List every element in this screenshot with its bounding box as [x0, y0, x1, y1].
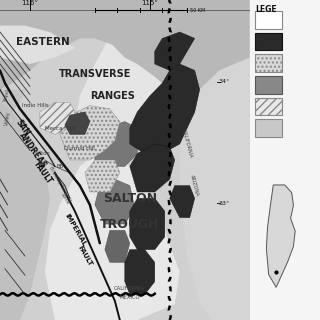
Text: ARIZONA: ARIZONA: [189, 174, 200, 197]
Polygon shape: [155, 32, 195, 70]
Bar: [255, 33, 282, 50]
Text: CALIFORNIA: CALIFORNIA: [181, 129, 193, 159]
Polygon shape: [95, 122, 137, 166]
Text: RANGES: RANGES: [90, 91, 135, 101]
Text: Sea: Sea: [37, 161, 47, 166]
Text: 115°: 115°: [141, 0, 158, 6]
Polygon shape: [60, 106, 120, 160]
Polygon shape: [0, 0, 250, 320]
Text: FAULT: FAULT: [76, 244, 93, 268]
Text: SALTON: SALTON: [103, 192, 157, 205]
Polygon shape: [95, 179, 135, 224]
Polygon shape: [130, 144, 175, 192]
Polygon shape: [125, 250, 155, 294]
Text: Zone: Zone: [60, 192, 70, 205]
Text: Brawley Seismic: Brawley Seismic: [48, 165, 72, 203]
Text: 116°: 116°: [21, 0, 38, 6]
Polygon shape: [180, 58, 250, 320]
Text: CALIFORNIA: CALIFORNIA: [114, 285, 145, 291]
Polygon shape: [130, 198, 165, 250]
Polygon shape: [0, 26, 75, 64]
Text: Valley: Valley: [4, 111, 11, 126]
Text: TROUGH: TROUGH: [100, 218, 160, 230]
Text: FAULT: FAULT: [31, 160, 53, 186]
Text: EASTERN: EASTERN: [16, 36, 69, 47]
Polygon shape: [266, 185, 295, 287]
Polygon shape: [85, 160, 120, 192]
Text: 33°: 33°: [219, 201, 229, 206]
Text: Durmid Hill: Durmid Hill: [65, 146, 95, 151]
Text: TRANSVERSE: TRANSVERSE: [59, 68, 131, 79]
Polygon shape: [65, 112, 90, 134]
Polygon shape: [0, 102, 50, 320]
Bar: [255, 119, 282, 137]
Text: 34°: 34°: [219, 79, 229, 84]
Polygon shape: [0, 90, 25, 112]
Text: 50 KM: 50 KM: [190, 8, 205, 13]
Text: LEGE: LEGE: [255, 5, 277, 14]
Polygon shape: [0, 0, 250, 96]
Text: Mecca Hills: Mecca Hills: [44, 125, 75, 131]
Bar: [255, 98, 282, 115]
Text: IMPERIAL: IMPERIAL: [63, 213, 87, 248]
Text: MEXICO: MEXICO: [120, 295, 140, 300]
Text: ANDREAS: ANDREAS: [17, 131, 48, 170]
Text: BB: BB: [56, 164, 64, 169]
Polygon shape: [45, 154, 180, 320]
Polygon shape: [130, 64, 200, 154]
Text: Indio Hills: Indio Hills: [21, 103, 48, 108]
Polygon shape: [75, 0, 250, 154]
Bar: [255, 54, 282, 72]
Bar: [255, 11, 282, 29]
Text: Salton: Salton: [34, 151, 51, 156]
Bar: [255, 76, 282, 93]
Text: Yaqui: Yaqui: [3, 89, 10, 103]
Text: SAN: SAN: [14, 118, 31, 138]
Polygon shape: [170, 186, 195, 218]
Polygon shape: [105, 230, 130, 262]
Polygon shape: [40, 102, 75, 134]
